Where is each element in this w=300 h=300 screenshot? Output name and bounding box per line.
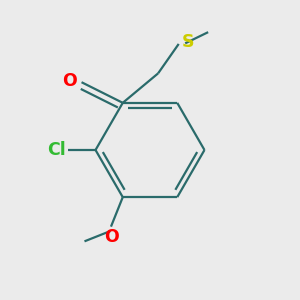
Text: O: O bbox=[62, 72, 77, 90]
Text: O: O bbox=[104, 228, 119, 246]
Text: S: S bbox=[182, 34, 195, 52]
Text: Cl: Cl bbox=[47, 141, 66, 159]
